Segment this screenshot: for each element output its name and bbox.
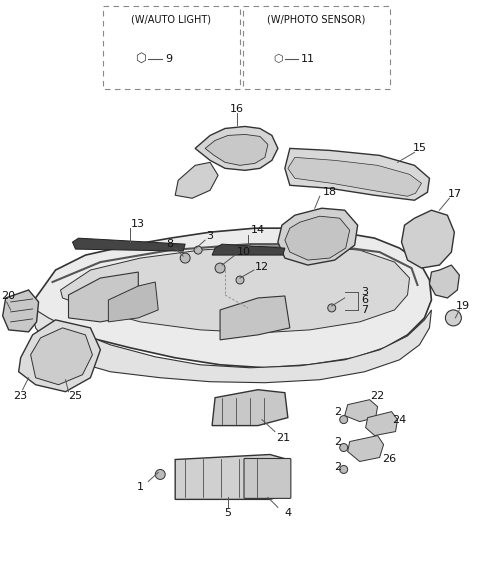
Text: 22: 22 — [371, 391, 385, 401]
Circle shape — [340, 416, 348, 424]
Text: 13: 13 — [132, 219, 145, 229]
Text: 2: 2 — [334, 437, 341, 447]
Circle shape — [155, 469, 165, 480]
Circle shape — [340, 465, 348, 473]
Circle shape — [215, 263, 225, 273]
Polygon shape — [108, 282, 158, 322]
Circle shape — [340, 444, 348, 452]
Text: 24: 24 — [393, 415, 407, 425]
Text: 10: 10 — [237, 247, 251, 257]
FancyBboxPatch shape — [244, 459, 291, 498]
Polygon shape — [205, 134, 268, 166]
Polygon shape — [195, 126, 278, 170]
Polygon shape — [31, 228, 432, 368]
Polygon shape — [31, 306, 432, 383]
Text: 2: 2 — [334, 463, 341, 472]
Polygon shape — [285, 148, 430, 200]
Text: ⬡: ⬡ — [135, 52, 146, 65]
Text: ⬡: ⬡ — [273, 54, 283, 63]
Polygon shape — [3, 290, 38, 332]
Polygon shape — [285, 216, 350, 260]
Text: 15: 15 — [412, 143, 426, 154]
Polygon shape — [175, 455, 288, 500]
Polygon shape — [31, 328, 93, 385]
Text: 1: 1 — [137, 482, 144, 492]
Text: 25: 25 — [69, 391, 83, 401]
Polygon shape — [348, 436, 384, 461]
Polygon shape — [366, 412, 397, 436]
Circle shape — [445, 310, 461, 326]
Circle shape — [236, 276, 244, 284]
Polygon shape — [175, 162, 218, 198]
Text: 18: 18 — [323, 187, 337, 197]
Text: 12: 12 — [255, 262, 269, 272]
Text: (W/PHOTO SENSOR): (W/PHOTO SENSOR) — [266, 15, 365, 25]
Text: 6: 6 — [361, 295, 368, 305]
Text: 5: 5 — [225, 508, 231, 518]
Circle shape — [194, 246, 202, 254]
Text: 9: 9 — [165, 54, 172, 63]
Text: 26: 26 — [383, 455, 396, 464]
Text: (W/AUTO LIGHT): (W/AUTO LIGHT) — [131, 15, 211, 25]
Text: 3: 3 — [206, 231, 214, 241]
Text: 4: 4 — [284, 508, 291, 518]
Text: 17: 17 — [448, 189, 462, 199]
Circle shape — [180, 253, 190, 263]
Text: 3: 3 — [361, 287, 368, 297]
Polygon shape — [220, 296, 290, 340]
Polygon shape — [72, 238, 185, 251]
Text: 21: 21 — [276, 433, 290, 443]
Text: 8: 8 — [167, 239, 174, 249]
Polygon shape — [402, 210, 455, 268]
Text: 14: 14 — [251, 225, 265, 235]
Polygon shape — [345, 400, 378, 421]
Text: 23: 23 — [13, 391, 28, 401]
Polygon shape — [288, 158, 421, 196]
Text: 11: 11 — [301, 54, 315, 63]
Polygon shape — [212, 389, 288, 425]
Text: 2: 2 — [334, 407, 341, 417]
Polygon shape — [212, 244, 285, 255]
Text: 20: 20 — [1, 291, 16, 301]
Polygon shape — [60, 246, 409, 333]
Text: 7: 7 — [361, 305, 368, 315]
Polygon shape — [430, 265, 459, 298]
Text: 19: 19 — [456, 301, 470, 311]
Polygon shape — [278, 208, 358, 265]
Polygon shape — [69, 272, 138, 322]
Polygon shape — [19, 320, 100, 392]
Text: 16: 16 — [230, 103, 244, 114]
Circle shape — [328, 304, 336, 312]
